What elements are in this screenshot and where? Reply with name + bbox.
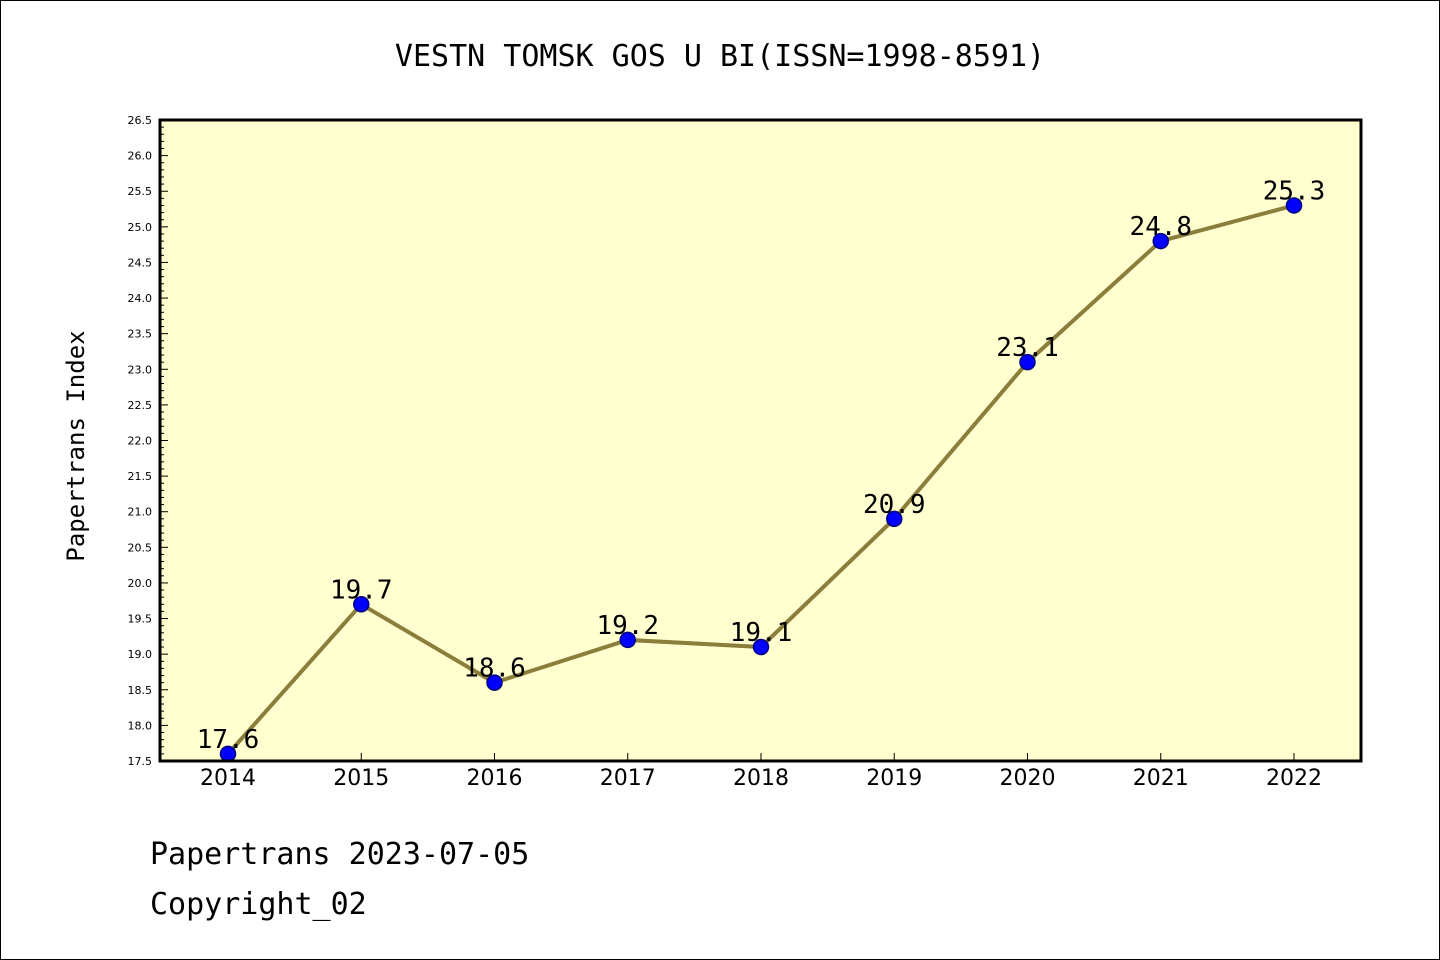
y-axis-label: Papertrans Index (62, 330, 90, 561)
x-tick-label: 2019 (866, 766, 922, 791)
data-point (1285, 197, 1303, 214)
y-tick-label: 19.5 (128, 613, 153, 626)
y-tick-label: 21.0 (128, 506, 153, 519)
y-tick-label: 20.5 (128, 541, 153, 554)
y-tick-label: 23.0 (128, 363, 153, 376)
x-tick-label: 2021 (1133, 766, 1189, 791)
y-tick-label: 19.0 (128, 648, 153, 661)
data-point (752, 638, 770, 656)
y-tick-label: 24.0 (128, 292, 153, 305)
y-tick-label: 26.5 (128, 114, 153, 127)
series-papertrans-index: 17.619.718.619.2 19.120.923.124.825.3 (197, 176, 1325, 763)
footer-copyright: Copyright_02 (150, 887, 367, 922)
y-tick-label: 22.0 (128, 435, 153, 448)
x-tick-label: 2018 (733, 766, 789, 791)
x-tick-label: 2022 (1266, 766, 1322, 791)
data-point (619, 631, 636, 649)
y-tick-label: 23.5 (128, 328, 153, 341)
footer-date: Papertrans 2023-07-05 (150, 837, 529, 872)
y-tick-label: 18.5 (128, 684, 153, 697)
x-tick-label: 2020 (1000, 766, 1056, 791)
x-tick-label: 2016 (467, 766, 523, 791)
x-axis: 2014 2015 2016 2017 2018 2019 2020 2021 2022 (200, 753, 1322, 791)
y-tick-label: 25.0 (128, 221, 153, 234)
data-point (886, 510, 903, 528)
y-tick-label: 26.0 (128, 150, 153, 163)
data-point (219, 745, 237, 763)
data-point (486, 674, 503, 691)
y-tick-label: 22.5 (128, 399, 153, 412)
y-tick-label: 17.5 (128, 755, 153, 768)
y-axis: 17.5 18.0 18.5 19.0 19.5 20.0 20.5 21.0 21.5 22.0… (128, 114, 168, 768)
y-tick-label: 25.5 (128, 185, 153, 198)
x-tick-label: 2014 (200, 766, 256, 791)
x-tick-label: 2017 (600, 766, 656, 791)
y-tick-label: 18.0 (128, 719, 153, 732)
data-point (353, 596, 370, 613)
y-tick-label: 24.5 (128, 256, 153, 269)
data-point (1152, 232, 1169, 250)
y-tick-label: 20.0 (128, 577, 153, 590)
data-point (1019, 353, 1036, 371)
chart-title: VESTN TOMSK GOS U BI(ISSN=1998-8591) (395, 39, 1045, 74)
y-tick-label: 21.5 (128, 470, 153, 483)
plot-border (158, 118, 1363, 763)
x-tick-label: 2015 (333, 766, 389, 791)
